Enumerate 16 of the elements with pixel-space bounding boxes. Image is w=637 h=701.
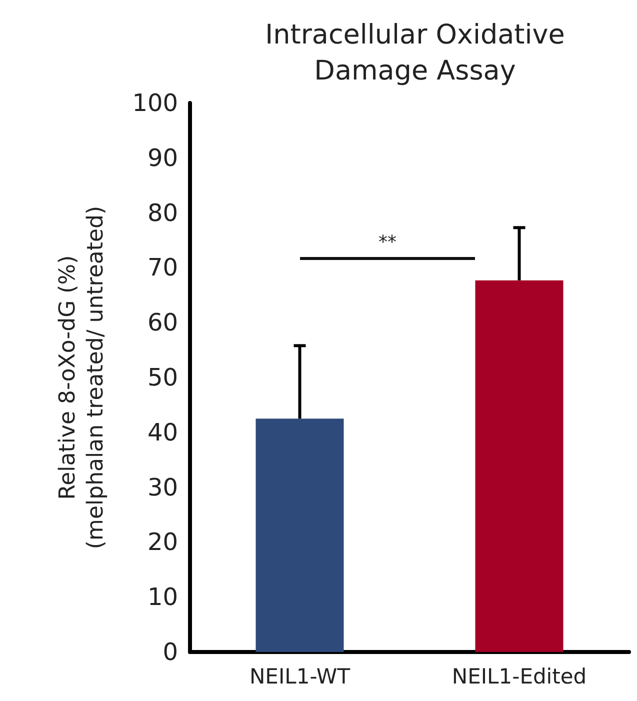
y-tick-label: 80 — [147, 198, 178, 227]
y-tick-label: 40 — [147, 418, 178, 446]
y-tick-label: 30 — [147, 473, 178, 502]
y-tick-label: 50 — [147, 364, 178, 392]
chart-title: Intracellular Oxidative Damage Assay — [265, 20, 565, 86]
y-tick-label: 20 — [147, 528, 178, 556]
y-tick-label: 60 — [147, 308, 178, 337]
y-tick-label: 100 — [132, 89, 178, 117]
y-tick-label: 10 — [147, 583, 178, 612]
y-tick-label: 0 — [162, 638, 178, 666]
y-tick-label: 70 — [147, 254, 178, 282]
annotation: ** — [378, 232, 398, 254]
x-tick-label: NEIL1-Edited — [452, 664, 587, 688]
x-tick-label: NEIL1-WT — [249, 664, 350, 688]
y-tick-label: 90 — [147, 144, 178, 172]
y-axis-title: Relative 8-oXo-dG (%) (melphalan treated/ untreated) — [56, 206, 108, 550]
